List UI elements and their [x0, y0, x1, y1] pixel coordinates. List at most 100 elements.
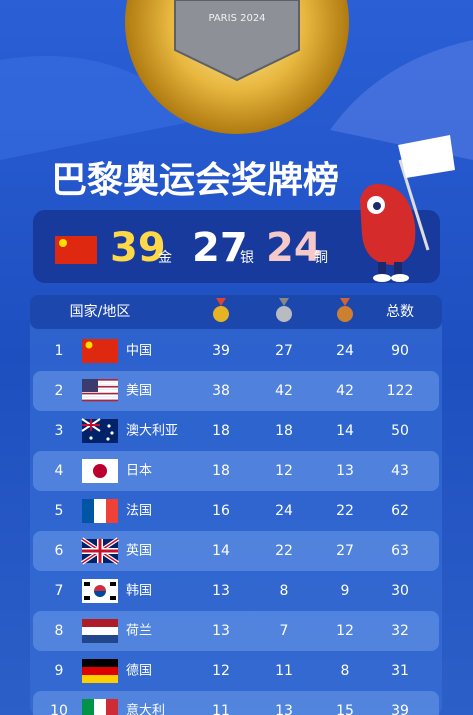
- f: [85, 341, 93, 349]
- country-flag: [82, 619, 118, 643]
- summary-box: [33, 210, 440, 283]
- rank: 1: [55, 343, 64, 359]
- country: 法国: [126, 504, 152, 519]
- f: [93, 464, 107, 478]
- bg-shape: [330, 40, 473, 160]
- medal-text: PARIS 2024: [208, 13, 265, 24]
- bronze-cell: 42: [336, 383, 354, 399]
- country: 德国: [126, 664, 152, 679]
- country-flag: [82, 499, 118, 523]
- bronze-cell: 12: [336, 623, 354, 639]
- gold-count: 39: [110, 225, 166, 271]
- country: 澳大利亚: [126, 423, 178, 439]
- china-flag: [55, 236, 97, 264]
- gold-cell: 14: [212, 543, 230, 559]
- f: [106, 699, 118, 715]
- gold-cell: 12: [212, 663, 230, 679]
- silver-cell: 12: [275, 463, 293, 479]
- bronze-cell: 14: [336, 423, 354, 439]
- country-flag: [82, 699, 118, 715]
- f: [82, 699, 94, 715]
- country: 日本: [126, 464, 152, 479]
- total-cell: 62: [391, 503, 409, 519]
- row-highlight: [33, 611, 439, 651]
- silver-cell: 27: [275, 343, 293, 359]
- country-flag: [80, 537, 120, 565]
- f: [82, 379, 118, 381]
- f: [106, 437, 110, 441]
- f: [82, 667, 118, 675]
- country: 荷兰: [126, 624, 152, 639]
- rank: 5: [55, 503, 64, 519]
- f: [110, 582, 116, 586]
- total-cell: 30: [391, 583, 409, 599]
- f: [82, 391, 118, 393]
- f: [106, 499, 118, 523]
- title: 巴黎奥运会奖牌榜: [51, 160, 339, 201]
- silver-icon: [276, 298, 292, 322]
- f: [82, 539, 118, 563]
- country: 意大利: [126, 703, 165, 715]
- f: [110, 431, 114, 435]
- rank: 8: [55, 623, 64, 639]
- gold-cell: 13: [212, 583, 230, 599]
- silver-count: 27: [192, 225, 248, 271]
- f: [82, 394, 118, 397]
- gold-cell: 18: [212, 463, 230, 479]
- total-cell: 31: [391, 663, 409, 679]
- rank: 2: [55, 383, 64, 399]
- f: [82, 392, 118, 395]
- f: [94, 499, 106, 523]
- f: [82, 399, 118, 402]
- country: 韩国: [126, 584, 152, 599]
- rank: 7: [55, 583, 64, 599]
- gold-icon: [213, 298, 229, 322]
- silver-cell: 13: [275, 703, 293, 715]
- row-highlight: [33, 531, 439, 571]
- row-highlight: [33, 371, 439, 411]
- silver-cell: 18: [275, 423, 293, 439]
- total-cell: 63: [391, 543, 409, 559]
- f: [82, 419, 100, 431]
- total-cell: 50: [391, 423, 409, 439]
- silver-cell: 8: [280, 583, 289, 599]
- bronze-cell: 22: [336, 503, 354, 519]
- f: [82, 384, 118, 386]
- medal-center: [174, 0, 300, 82]
- gold-cell: 16: [212, 503, 230, 519]
- f: [94, 585, 106, 591]
- f: [82, 659, 118, 667]
- gold-cell: 13: [212, 623, 230, 639]
- silver-cell: 42: [275, 383, 293, 399]
- f: [82, 382, 118, 385]
- mascot: [360, 135, 455, 282]
- bronze-count: 24: [266, 225, 322, 271]
- country-flag: [82, 459, 118, 483]
- header-total: 总数: [386, 304, 414, 320]
- f: [82, 675, 118, 683]
- table-header: [30, 295, 442, 329]
- gold-label: 金: [158, 250, 172, 266]
- header-country: 国家/地区: [70, 303, 131, 320]
- country-flag: [82, 579, 118, 603]
- f: [82, 397, 118, 400]
- gold-cell: 11: [212, 703, 230, 715]
- gold-cell: 18: [212, 423, 230, 439]
- bronze-cell: 13: [336, 463, 354, 479]
- gold-cell: 39: [212, 343, 230, 359]
- country: 美国: [126, 384, 152, 399]
- gold-cell: 38: [212, 383, 230, 399]
- row-highlight: [33, 691, 439, 715]
- f: [84, 596, 90, 600]
- f: [110, 596, 116, 600]
- total-cell: 43: [391, 463, 409, 479]
- row-highlight: [33, 451, 439, 491]
- rank: 3: [55, 423, 64, 439]
- total-cell: 39: [391, 703, 409, 715]
- country-flag: [81, 418, 118, 443]
- silver-cell: 22: [275, 543, 293, 559]
- total-cell: 32: [391, 623, 409, 639]
- f: [82, 499, 94, 523]
- bronze-cell: 27: [336, 543, 354, 559]
